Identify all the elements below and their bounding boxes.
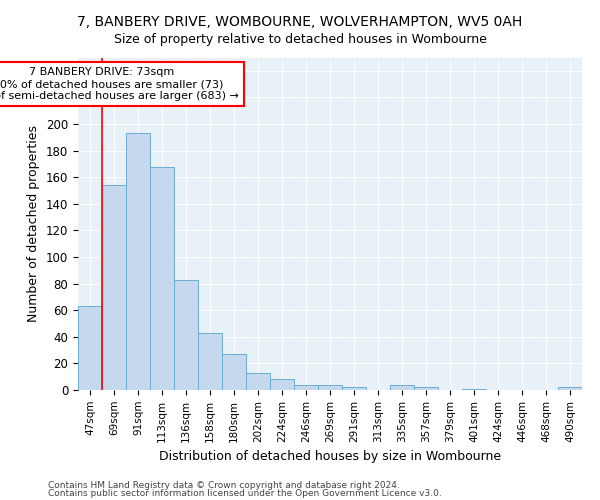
Bar <box>150 166 174 390</box>
Bar <box>102 185 126 390</box>
Bar <box>462 388 486 390</box>
Text: Contains HM Land Registry data © Crown copyright and database right 2024.: Contains HM Land Registry data © Crown c… <box>48 480 400 490</box>
Bar <box>342 388 366 390</box>
Text: 7 BANBERY DRIVE: 73sqm
← 10% of detached houses are smaller (73)
90% of semi-det: 7 BANBERY DRIVE: 73sqm ← 10% of detached… <box>0 68 238 100</box>
Y-axis label: Number of detached properties: Number of detached properties <box>28 125 40 322</box>
Bar <box>318 384 342 390</box>
Bar <box>390 384 414 390</box>
Bar <box>270 380 294 390</box>
Bar <box>246 372 270 390</box>
Bar <box>126 134 150 390</box>
Text: 7, BANBERY DRIVE, WOMBOURNE, WOLVERHAMPTON, WV5 0AH: 7, BANBERY DRIVE, WOMBOURNE, WOLVERHAMPT… <box>77 15 523 29</box>
Bar <box>558 388 582 390</box>
Bar <box>198 333 222 390</box>
Text: Contains public sector information licensed under the Open Government Licence v3: Contains public sector information licen… <box>48 489 442 498</box>
Text: Size of property relative to detached houses in Wombourne: Size of property relative to detached ho… <box>113 32 487 46</box>
Bar <box>294 384 318 390</box>
Bar <box>78 306 102 390</box>
Bar <box>222 354 246 390</box>
Bar <box>414 388 438 390</box>
Bar <box>174 280 198 390</box>
X-axis label: Distribution of detached houses by size in Wombourne: Distribution of detached houses by size … <box>159 450 501 463</box>
